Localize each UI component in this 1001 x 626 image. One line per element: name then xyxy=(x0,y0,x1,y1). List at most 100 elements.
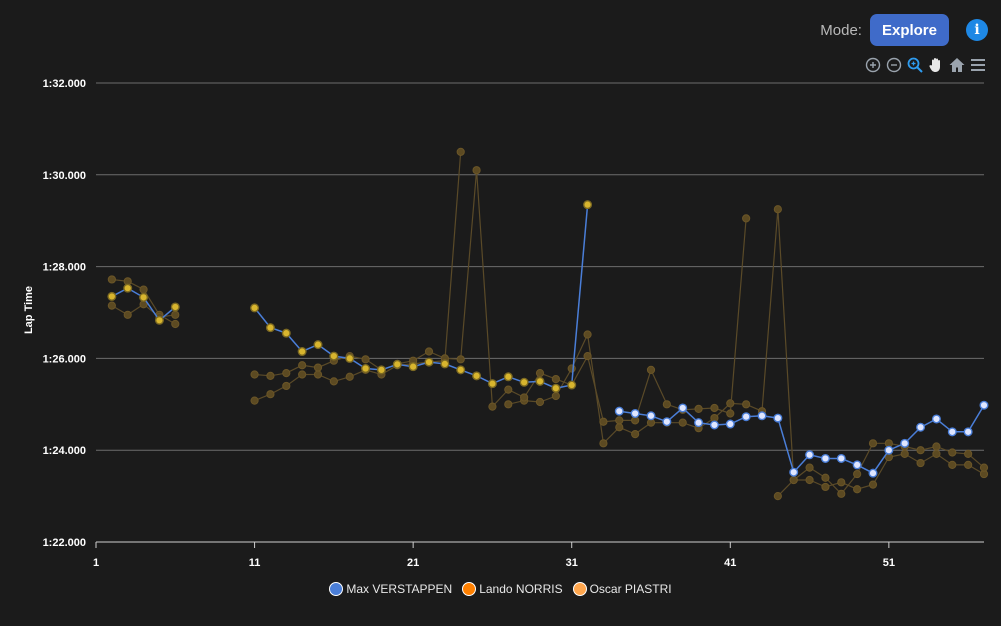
x-tick-label: 21 xyxy=(407,557,419,569)
data-point-faded xyxy=(123,310,132,319)
data-point-faded xyxy=(266,371,275,380)
data-point-verstappen xyxy=(265,323,275,333)
grid xyxy=(96,82,984,543)
data-point-verstappen xyxy=(868,468,878,478)
axes: 1:22.000 1:24.000 1:26.000 1:28.000 1:30.000… xyxy=(23,78,895,569)
data-point-verstappen xyxy=(836,453,846,463)
data-point-faded xyxy=(456,147,465,156)
data-point-faded xyxy=(773,492,782,501)
data-point-verstappen xyxy=(170,302,180,312)
data-point-verstappen xyxy=(297,347,307,357)
data-point-verstappen xyxy=(424,357,434,367)
data-point-verstappen xyxy=(852,460,862,470)
data-point-verstappen xyxy=(456,365,466,375)
data-point-verstappen xyxy=(916,422,926,432)
data-point-faded xyxy=(535,368,545,378)
legend-label: Lando NORRIS xyxy=(479,582,563,596)
data-point-verstappen xyxy=(884,445,894,455)
mode-explore-button[interactable]: Explore xyxy=(869,14,949,46)
y-tick-label: 1:24.000 xyxy=(43,445,86,457)
data-point-faded xyxy=(361,355,370,364)
data-point-faded xyxy=(472,166,481,175)
data-point-verstappen xyxy=(345,353,355,363)
data-point-verstappen xyxy=(963,427,973,437)
data-point-faded xyxy=(250,370,259,379)
legend-label: Max VERSTAPPEN xyxy=(346,582,453,596)
data-point-verstappen xyxy=(361,363,371,373)
data-point-faded xyxy=(298,370,307,379)
data-point-verstappen xyxy=(820,453,830,463)
data-point-faded xyxy=(345,372,354,381)
data-point-faded xyxy=(250,396,259,405)
x-tick-label: 51 xyxy=(883,557,895,569)
home-icon[interactable] xyxy=(948,56,966,74)
data-point-verstappen xyxy=(440,359,450,369)
data-point-faded xyxy=(900,449,909,458)
data-point-verstappen xyxy=(725,419,735,429)
data-point-faded xyxy=(567,364,576,373)
legend-swatch xyxy=(329,582,344,596)
data-point-verstappen xyxy=(757,411,767,421)
menu-icon[interactable] xyxy=(969,56,987,74)
data-point-verstappen xyxy=(408,362,418,372)
data-point-faded xyxy=(488,402,497,411)
x-tick-label: 31 xyxy=(566,557,578,569)
data-point-faded xyxy=(821,482,830,492)
data-point-verstappen xyxy=(678,403,688,413)
data-point-faded xyxy=(726,409,735,418)
highlighted-series-layer xyxy=(107,200,989,478)
data-point-verstappen xyxy=(694,418,704,428)
data-point-faded xyxy=(837,489,846,498)
data-point-faded xyxy=(298,361,307,370)
data-point-faded xyxy=(948,448,957,457)
data-point-faded xyxy=(520,393,529,402)
data-point-verstappen xyxy=(154,315,164,325)
data-point-faded xyxy=(313,363,323,372)
data-point-faded xyxy=(837,478,846,487)
data-point-faded xyxy=(171,319,180,329)
data-point-faded xyxy=(868,480,878,489)
zoom-select-icon[interactable] xyxy=(906,56,924,74)
data-point-faded xyxy=(282,368,291,378)
data-point-verstappen xyxy=(583,200,593,210)
data-point-verstappen xyxy=(614,406,624,416)
data-point-faded xyxy=(107,301,116,310)
y-tick-label: 1:26.000 xyxy=(43,353,86,365)
data-point-faded xyxy=(551,391,560,401)
data-point-faded xyxy=(821,473,830,482)
data-point-verstappen xyxy=(900,438,910,448)
legend-item-verstappen[interactable]: Max VERSTAPPEN xyxy=(329,582,452,596)
data-point-verstappen xyxy=(250,303,260,313)
zoom-out-icon[interactable] xyxy=(885,56,903,74)
data-point-faded xyxy=(662,400,671,409)
data-point-verstappen xyxy=(313,340,323,350)
y-axis-title: Lap Time xyxy=(23,286,35,334)
info-icon[interactable]: i xyxy=(966,19,988,41)
data-point-faded xyxy=(853,469,862,479)
data-point-faded xyxy=(504,400,513,409)
mode-label: Mode: xyxy=(820,21,862,39)
data-point-verstappen xyxy=(630,408,640,418)
data-point-verstappen xyxy=(107,291,117,301)
pan-icon[interactable] xyxy=(927,56,945,74)
data-point-verstappen xyxy=(392,359,402,369)
data-point-faded xyxy=(710,403,719,413)
legend-label: Oscar PIASTRI xyxy=(589,582,672,596)
data-point-faded xyxy=(266,390,275,399)
data-point-faded xyxy=(535,397,545,407)
data-point-faded xyxy=(107,275,116,284)
legend-item-piastri[interactable]: Oscar PIASTRI xyxy=(572,582,672,596)
legend-item-norris[interactable]: Lando NORRIS xyxy=(462,582,563,596)
y-tick-label: 1:28.000 xyxy=(43,262,86,274)
data-point-faded xyxy=(424,347,434,356)
data-point-verstappen xyxy=(123,283,133,293)
data-point-faded xyxy=(742,214,751,223)
data-point-faded xyxy=(742,400,751,409)
series-line-faded xyxy=(254,170,747,423)
data-point-verstappen xyxy=(551,383,561,393)
zoom-in-icon[interactable] xyxy=(864,56,882,74)
data-point-verstappen xyxy=(773,413,783,423)
data-point-faded xyxy=(313,370,323,379)
legend-swatch xyxy=(462,582,477,596)
